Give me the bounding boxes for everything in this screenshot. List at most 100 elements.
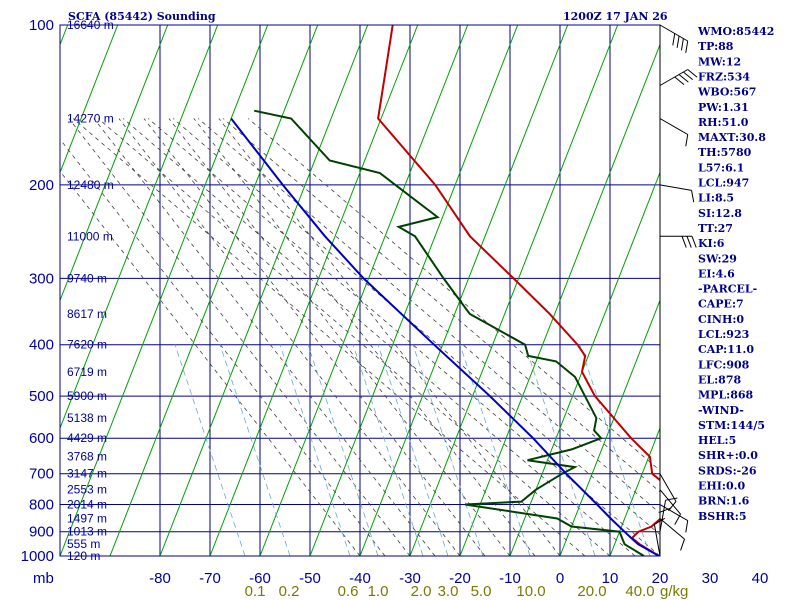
height-label: 14270 m <box>67 112 114 126</box>
moist-adiabat-line <box>122 118 636 556</box>
wind-barb-flag <box>676 35 680 48</box>
index-entry: EHI:0.0 <box>698 480 745 493</box>
moist-adiabat-line <box>168 118 511 556</box>
mixing-ratio-label: 0.6 <box>338 583 359 600</box>
height-label: 1013 m <box>67 525 107 539</box>
pressure-tick-label: 500 <box>29 388 54 405</box>
index-entry: STM:144/5 <box>698 419 765 432</box>
temperature-tick-label: -60 <box>249 570 271 587</box>
index-entry: SRDS:-26 <box>698 464 757 477</box>
isotherm-line <box>760 25 800 556</box>
mixing-ratio-label: 3.0 <box>438 583 459 600</box>
parcel-profile-line <box>230 117 660 556</box>
height-label: 3768 m <box>67 450 107 464</box>
mixing-ratio-line <box>174 344 246 556</box>
isotherm-line <box>60 25 219 430</box>
index-entry: LFC:908 <box>698 358 750 371</box>
temperature-tick-label: -50 <box>299 570 321 587</box>
wind-barb-flag <box>691 190 695 203</box>
wind-barb-flag <box>659 507 672 513</box>
isotherm-line <box>60 25 119 174</box>
wind-barb <box>659 518 685 540</box>
index-entry: -WIND- <box>698 404 744 417</box>
wind-barb-flag <box>674 513 682 525</box>
index-entry: EL:878 <box>698 373 741 386</box>
mixing-ratio-label: 1.0 <box>368 583 389 600</box>
index-entry: MAXT:30.8 <box>698 131 766 144</box>
index-entry: KI:6 <box>698 237 725 250</box>
mixing-ratio-label: 2.0 <box>411 583 432 600</box>
index-entry: FRZ:534 <box>698 70 750 83</box>
pressure-tick-label: 400 <box>29 337 54 354</box>
moist-adiabat-line <box>143 118 486 556</box>
mixing-ratio-line <box>352 344 424 556</box>
mixing-ratio-label: 0.1 <box>245 583 266 600</box>
moist-adiabat-line <box>172 118 660 536</box>
wind-barb-flag <box>680 38 684 51</box>
mixing-ratio-line <box>524 344 596 556</box>
isotherm-line <box>60 25 269 556</box>
isotherm-line <box>409 25 619 556</box>
wind-barb-flag <box>674 76 685 85</box>
index-entry: LI:8.5 <box>698 192 734 205</box>
temperature-tick-label: -70 <box>199 570 221 587</box>
pressure-tick-label: 600 <box>29 430 54 447</box>
height-label: 1497 m <box>67 512 107 526</box>
pressure-tick-label: 900 <box>29 524 54 541</box>
isotherm-line <box>509 171 660 556</box>
wind-barb-flag <box>685 520 689 533</box>
height-label: 8617 m <box>67 307 107 321</box>
index-entry: TP:88 <box>698 40 734 53</box>
index-panel: WMO:85442 TP:88 MW:12 FRZ:534 WBO:567 PW:1.31… <box>697 25 774 523</box>
mixing-ratio-label: 40.0 <box>625 583 654 600</box>
pressure-tick-label: 800 <box>29 497 54 514</box>
mixing-ratio-line <box>377 344 449 556</box>
moist-adiabat-line <box>118 118 461 556</box>
index-entry: CAPE:7 <box>698 298 744 311</box>
height-label: 6719 m <box>67 365 107 379</box>
wind-barb-flag <box>686 236 692 248</box>
wind-barb-flag <box>687 69 698 78</box>
index-entry: LCL:947 <box>698 177 749 190</box>
moist-adiabat-line <box>197 118 660 514</box>
mixing-ratio-label: 0.2 <box>279 583 300 600</box>
height-label: 2014 m <box>67 498 107 512</box>
index-entry: EI:4.6 <box>698 267 735 280</box>
wind-barb <box>659 473 677 502</box>
mixing-ratio-label: 10.0 <box>516 583 545 600</box>
pressure-tick-label: 1000 <box>21 548 54 565</box>
mixing-ratio-label: 5.0 <box>471 583 492 600</box>
valid-time: 1200Z 17 JAN 26 <box>563 10 668 23</box>
index-entry: PW:1.31 <box>698 101 749 114</box>
mixing-ratio-line <box>579 344 651 556</box>
index-entry: BRN:1.6 <box>698 495 750 508</box>
isotherm-line <box>209 25 419 556</box>
mixing-ratio-line <box>307 344 379 556</box>
moist-adiabat-line <box>60 138 386 556</box>
wind-barb-flag <box>672 33 676 46</box>
pressure-tick-label: 700 <box>29 466 54 483</box>
isotherm-line <box>159 25 369 556</box>
dewpoint-profile-line <box>253 109 645 556</box>
isotherm-line <box>259 25 469 556</box>
wind-barb <box>659 118 688 135</box>
index-entry: MW:12 <box>698 55 741 68</box>
index-entry: CINH:0 <box>698 313 744 326</box>
mixing-ratio-label: 20.0 <box>577 583 606 600</box>
isotherm-line <box>60 25 169 302</box>
height-label: 11000 m <box>67 229 113 243</box>
index-entry: WMO:85442 <box>697 25 774 38</box>
index-entry: TH:5780 <box>698 146 752 159</box>
wind-barb <box>653 524 661 557</box>
index-entry: BSHR:5 <box>698 510 747 523</box>
isotherm-line <box>359 25 569 556</box>
wind-barb <box>659 184 692 191</box>
mixing-ratio-line <box>459 344 531 556</box>
temperature-tick-label: -30 <box>399 570 421 587</box>
mixing-ratio-line <box>279 344 351 556</box>
mixing-ratio-line <box>412 344 484 556</box>
moist-adiabat-line <box>72 118 586 556</box>
wind-barb <box>659 69 688 86</box>
temperature-tick-label: 10 <box>602 570 619 587</box>
